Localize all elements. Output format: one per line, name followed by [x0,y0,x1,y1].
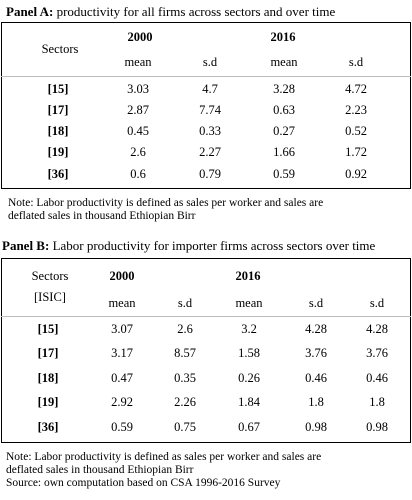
table-cell: 2.23 [345,103,367,117]
table-cell: 0.52 [345,124,367,138]
panel-b-top-rule [1,258,411,259]
table-cell: 7.74 [199,103,221,117]
table-cell: 3.17 [111,346,133,360]
note-line: Note: Labor productivity is defined as s… [6,451,322,463]
table-cell: 0.26 [238,371,260,385]
table-cell: 0.63 [273,103,295,117]
table-cell: 0.35 [174,371,196,385]
table-cell: 2.26 [174,395,196,409]
panel-a-title: Panel A: productivity for all firms acro… [6,4,335,20]
table-cell: 3.2 [241,322,257,336]
panel-a-stat-header: mean [270,55,298,69]
panel-a-stat-header: mean [124,55,152,69]
table-cell: 0.27 [273,124,295,138]
panel-b-header-rule [1,316,411,317]
panel-b-year-2000: 2000 [109,269,135,283]
panel-b-stat-header: mean [108,296,136,310]
table-cell: 1.72 [345,145,367,159]
panel-b-year-2016: 2016 [235,269,261,283]
panel-a-stat-header: s.d [202,55,218,69]
table-cell: 1.58 [238,346,260,360]
sector-label: [18] [37,371,59,385]
table-cell: 1.8 [369,395,385,409]
table-cell: 4.7 [202,82,218,96]
table-cell: 4.28 [305,322,327,336]
panel-a-sector-header: Sectors [41,42,79,56]
table-cell: 2.6 [130,145,146,159]
table-cell: 0.46 [305,371,327,385]
note-line: deflated sales in thousand Ethiopian Bir… [6,464,194,476]
note-line: deflated sales in thousand Ethiopian Bir… [8,210,196,222]
panel-a-note: Note: Labor productivity is defined as s… [8,197,408,223]
sector-label: [36] [47,167,69,181]
note-line: Note: Labor productivity is defined as s… [8,197,324,209]
table-cell: 3.07 [111,322,133,336]
panel-b-right-border [410,258,411,442]
sector-label: [19] [47,145,69,159]
panel-a-stat-header: s.d [348,55,364,69]
panel-b-stat-header: s.d [308,296,324,310]
table-cell: 4.72 [345,82,367,96]
panel-b-stat-header: mean [235,296,263,310]
panel-b-stat-header: s.d [177,296,193,310]
table-cell: 1.84 [238,395,260,409]
panel-a: Panel A: productivity for all firms acro… [0,0,412,225]
table-cell: 1.66 [273,145,295,159]
table-cell: 0.6 [130,167,146,181]
table-cell: 8.57 [174,346,196,360]
panel-a-year-2016: 2016 [270,30,296,44]
sector-label: [15] [37,322,59,336]
panel-a-label: Panel A: [6,4,54,19]
panel-a-header-rule [1,76,411,77]
table-cell: 3.76 [305,346,327,360]
table-cell: 0.47 [111,371,133,385]
table-cell: 0.59 [111,420,133,434]
panel-a-year-2000: 2000 [127,30,153,44]
table-cell: 3.03 [127,82,149,96]
table-cell: 1.8 [308,395,324,409]
panel-a-bottom-rule [1,188,411,189]
panel-b-bottom-rule [1,442,411,443]
table-cell: 2.92 [111,395,133,409]
table-cell: 0.98 [366,420,388,434]
panel-a-top-rule [1,22,411,23]
panel-b-note: Note: Labor productivity is defined as s… [6,451,410,490]
table-cell: 0.79 [199,167,221,181]
table-cell: 0.92 [345,167,367,181]
panel-b-title-text: Labor productivity for importer firms ac… [49,238,376,253]
table-cell: 0.45 [127,124,149,138]
table-cell: 3.28 [273,82,295,96]
panel-a-left-border [1,22,2,188]
sector-label: [18] [47,124,69,138]
sector-label: [17] [37,346,59,360]
table-cell: 4.28 [366,322,388,336]
table-cell: 0.46 [366,371,388,385]
panel-a-right-border [410,22,411,188]
panel-a-title-text: productivity for all firms across sector… [53,4,336,19]
table-cell: 0.33 [199,124,221,138]
source-line: Source: own computation based on CSA 199… [6,477,281,489]
sector-label: [19] [37,395,59,409]
sector-label: [36] [37,420,59,434]
table-cell: 0.98 [305,420,327,434]
table-cell: 3.76 [366,346,388,360]
table-cell: 0.75 [174,420,196,434]
table-cell: 2.27 [199,145,221,159]
table-cell: 0.59 [273,167,295,181]
panel-b-title: Panel B: Labor productivity for importer… [2,238,375,254]
panel-b-left-border [1,258,2,442]
table-cell: 2.87 [127,103,149,117]
panel-b-stat-header: s.d [369,296,385,310]
sector-label: [17] [47,103,69,117]
table-cell: 0.67 [238,420,260,434]
panel-b-label: Panel B: [2,238,50,253]
table-cell: 2.6 [177,322,193,336]
sector-label: [15] [47,82,69,96]
panel-b-isic-header: [ISIC] [34,290,66,304]
panel-b-sector-header: Sectors [31,269,69,283]
